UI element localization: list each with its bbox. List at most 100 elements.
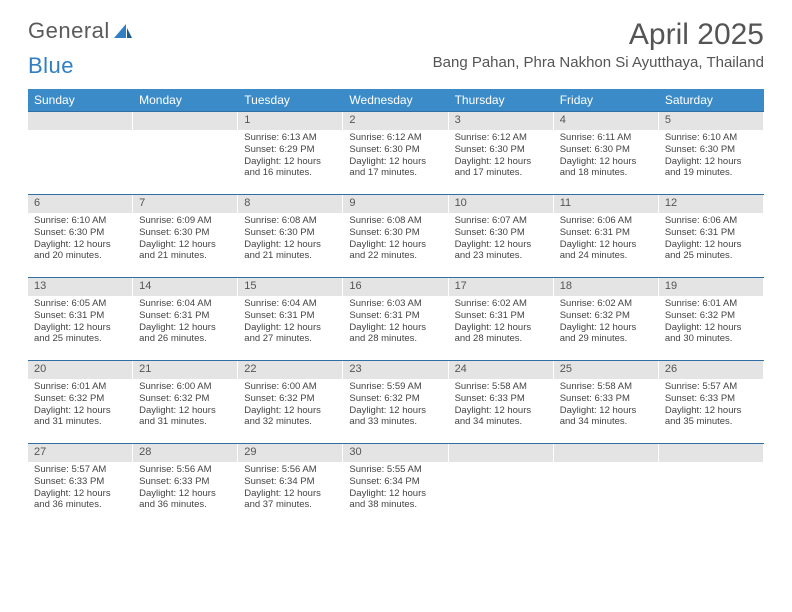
day-number	[659, 444, 763, 462]
day-cell	[133, 112, 238, 194]
day-cell: 24Sunrise: 5:58 AMSunset: 6:33 PMDayligh…	[449, 361, 554, 443]
daylight-line: Daylight: 12 hours and 27 minutes.	[244, 322, 336, 346]
location-text: Bang Pahan, Phra Nakhon Si Ayutthaya, Th…	[433, 54, 764, 71]
day-body: Sunrise: 6:08 AMSunset: 6:30 PMDaylight:…	[238, 213, 342, 267]
day-cell: 12Sunrise: 6:06 AMSunset: 6:31 PMDayligh…	[659, 195, 764, 277]
day-body: Sunrise: 6:04 AMSunset: 6:31 PMDaylight:…	[133, 296, 237, 350]
day-body: Sunrise: 5:59 AMSunset: 6:32 PMDaylight:…	[343, 379, 447, 433]
daylight-line: Daylight: 12 hours and 33 minutes.	[349, 405, 441, 429]
week-row: 1Sunrise: 6:13 AMSunset: 6:29 PMDaylight…	[28, 111, 764, 194]
day-number: 4	[554, 112, 658, 130]
day-body: Sunrise: 5:57 AMSunset: 6:33 PMDaylight:…	[659, 379, 763, 433]
day-cell: 21Sunrise: 6:00 AMSunset: 6:32 PMDayligh…	[133, 361, 238, 443]
sunrise-line: Sunrise: 5:57 AM	[665, 381, 757, 393]
daylight-line: Daylight: 12 hours and 37 minutes.	[244, 488, 336, 512]
day-number: 11	[554, 195, 658, 213]
day-number: 20	[28, 361, 132, 379]
day-cell	[28, 112, 133, 194]
day-number: 12	[659, 195, 763, 213]
day-number: 27	[28, 444, 132, 462]
sunset-line: Sunset: 6:30 PM	[665, 144, 757, 156]
day-cell: 19Sunrise: 6:01 AMSunset: 6:32 PMDayligh…	[659, 278, 764, 360]
sunset-line: Sunset: 6:31 PM	[455, 310, 547, 322]
week-row: 20Sunrise: 6:01 AMSunset: 6:32 PMDayligh…	[28, 360, 764, 443]
sunrise-line: Sunrise: 6:08 AM	[349, 215, 441, 227]
day-cell: 8Sunrise: 6:08 AMSunset: 6:30 PMDaylight…	[238, 195, 343, 277]
sunset-line: Sunset: 6:31 PM	[244, 310, 336, 322]
day-of-week-header: SundayMondayTuesdayWednesdayThursdayFrid…	[28, 89, 764, 111]
sunrise-line: Sunrise: 6:01 AM	[665, 298, 757, 310]
day-number: 29	[238, 444, 342, 462]
day-body: Sunrise: 6:12 AMSunset: 6:30 PMDaylight:…	[343, 130, 447, 184]
sunrise-line: Sunrise: 5:56 AM	[244, 464, 336, 476]
daylight-line: Daylight: 12 hours and 25 minutes.	[34, 322, 126, 346]
day-cell: 25Sunrise: 5:58 AMSunset: 6:33 PMDayligh…	[554, 361, 659, 443]
day-cell: 9Sunrise: 6:08 AMSunset: 6:30 PMDaylight…	[343, 195, 448, 277]
day-number: 19	[659, 278, 763, 296]
dow-cell: Thursday	[449, 89, 554, 111]
day-number: 28	[133, 444, 237, 462]
daylight-line: Daylight: 12 hours and 31 minutes.	[34, 405, 126, 429]
day-body: Sunrise: 6:07 AMSunset: 6:30 PMDaylight:…	[449, 213, 553, 267]
day-cell: 11Sunrise: 6:06 AMSunset: 6:31 PMDayligh…	[554, 195, 659, 277]
day-number: 9	[343, 195, 447, 213]
day-body: Sunrise: 6:01 AMSunset: 6:32 PMDaylight:…	[28, 379, 132, 433]
day-body: Sunrise: 6:02 AMSunset: 6:32 PMDaylight:…	[554, 296, 658, 350]
day-body: Sunrise: 6:03 AMSunset: 6:31 PMDaylight:…	[343, 296, 447, 350]
sunrise-line: Sunrise: 6:11 AM	[560, 132, 652, 144]
day-number: 1	[238, 112, 342, 130]
sunset-line: Sunset: 6:32 PM	[349, 393, 441, 405]
day-number	[554, 444, 658, 462]
day-body: Sunrise: 6:10 AMSunset: 6:30 PMDaylight:…	[659, 130, 763, 184]
day-cell: 1Sunrise: 6:13 AMSunset: 6:29 PMDaylight…	[238, 112, 343, 194]
day-cell: 14Sunrise: 6:04 AMSunset: 6:31 PMDayligh…	[133, 278, 238, 360]
day-cell	[554, 444, 659, 526]
day-cell: 20Sunrise: 6:01 AMSunset: 6:32 PMDayligh…	[28, 361, 133, 443]
sunset-line: Sunset: 6:30 PM	[455, 144, 547, 156]
day-number: 14	[133, 278, 237, 296]
sunrise-line: Sunrise: 6:12 AM	[349, 132, 441, 144]
sunset-line: Sunset: 6:32 PM	[139, 393, 231, 405]
sunrise-line: Sunrise: 5:59 AM	[349, 381, 441, 393]
logo-text-blue: Blue	[28, 53, 74, 79]
daylight-line: Daylight: 12 hours and 36 minutes.	[34, 488, 126, 512]
day-number	[133, 112, 237, 130]
day-number: 5	[659, 112, 763, 130]
day-number: 30	[343, 444, 447, 462]
sunset-line: Sunset: 6:32 PM	[665, 310, 757, 322]
daylight-line: Daylight: 12 hours and 28 minutes.	[349, 322, 441, 346]
sunrise-line: Sunrise: 6:00 AM	[244, 381, 336, 393]
daylight-line: Daylight: 12 hours and 24 minutes.	[560, 239, 652, 263]
sunset-line: Sunset: 6:32 PM	[560, 310, 652, 322]
sunset-line: Sunset: 6:33 PM	[34, 476, 126, 488]
sunrise-line: Sunrise: 6:08 AM	[244, 215, 336, 227]
day-body: Sunrise: 5:57 AMSunset: 6:33 PMDaylight:…	[28, 462, 132, 516]
day-cell: 16Sunrise: 6:03 AMSunset: 6:31 PMDayligh…	[343, 278, 448, 360]
sunrise-line: Sunrise: 5:57 AM	[34, 464, 126, 476]
sunset-line: Sunset: 6:32 PM	[244, 393, 336, 405]
sunrise-line: Sunrise: 6:12 AM	[455, 132, 547, 144]
day-number: 2	[343, 112, 447, 130]
sunrise-line: Sunrise: 6:02 AM	[455, 298, 547, 310]
sunrise-line: Sunrise: 5:56 AM	[139, 464, 231, 476]
day-cell: 27Sunrise: 5:57 AMSunset: 6:33 PMDayligh…	[28, 444, 133, 526]
sunrise-line: Sunrise: 6:10 AM	[34, 215, 126, 227]
day-cell: 2Sunrise: 6:12 AMSunset: 6:30 PMDaylight…	[343, 112, 448, 194]
sunrise-line: Sunrise: 6:01 AM	[34, 381, 126, 393]
day-body: Sunrise: 6:02 AMSunset: 6:31 PMDaylight:…	[449, 296, 553, 350]
daylight-line: Daylight: 12 hours and 20 minutes.	[34, 239, 126, 263]
day-body: Sunrise: 5:58 AMSunset: 6:33 PMDaylight:…	[554, 379, 658, 433]
sunrise-line: Sunrise: 6:10 AM	[665, 132, 757, 144]
daylight-line: Daylight: 12 hours and 21 minutes.	[244, 239, 336, 263]
day-body: Sunrise: 5:55 AMSunset: 6:34 PMDaylight:…	[343, 462, 447, 516]
sunrise-line: Sunrise: 5:55 AM	[349, 464, 441, 476]
logo: General	[28, 18, 134, 44]
day-cell: 29Sunrise: 5:56 AMSunset: 6:34 PMDayligh…	[238, 444, 343, 526]
daylight-line: Daylight: 12 hours and 18 minutes.	[560, 156, 652, 180]
day-number: 10	[449, 195, 553, 213]
sunrise-line: Sunrise: 6:00 AM	[139, 381, 231, 393]
day-body: Sunrise: 6:10 AMSunset: 6:30 PMDaylight:…	[28, 213, 132, 267]
day-body: Sunrise: 6:11 AMSunset: 6:30 PMDaylight:…	[554, 130, 658, 184]
dow-cell: Sunday	[28, 89, 133, 111]
daylight-line: Daylight: 12 hours and 19 minutes.	[665, 156, 757, 180]
